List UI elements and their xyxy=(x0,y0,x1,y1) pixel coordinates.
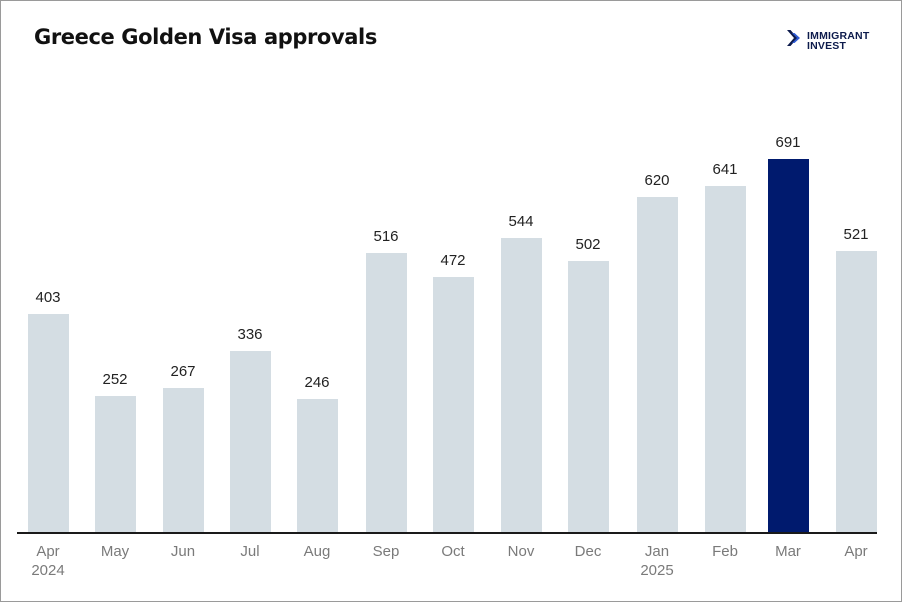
tick-year: 2024 xyxy=(31,562,65,579)
logo-text-line1: IMMIGRANT xyxy=(807,29,870,42)
x-tick-label: Sep xyxy=(351,542,421,561)
data-label: 516 xyxy=(373,228,399,245)
bar xyxy=(95,396,136,532)
chart-title: Greece Golden Visa approvals xyxy=(34,25,377,49)
logo-text-line2: INVEST xyxy=(807,39,847,52)
bar xyxy=(163,388,204,532)
bar xyxy=(768,159,809,532)
data-label: 472 xyxy=(440,252,466,269)
x-tick-label: May xyxy=(80,542,150,561)
tick-month: Sep xyxy=(372,543,400,560)
data-label: 521 xyxy=(843,226,869,243)
bar xyxy=(297,399,338,532)
data-label: 267 xyxy=(170,363,196,380)
tick-month: Jul xyxy=(240,543,260,560)
tick-month: Apr xyxy=(844,543,868,560)
double-chevron-right-icon xyxy=(786,29,802,52)
x-tick-label: Feb xyxy=(690,542,760,561)
bar xyxy=(836,251,877,532)
bar xyxy=(28,314,69,532)
bar xyxy=(433,277,474,532)
x-tick-label: Apr 2024 xyxy=(13,542,83,580)
tick-month: Aug xyxy=(303,543,331,560)
x-tick-label: Nov xyxy=(486,542,556,561)
x-tick-label: Jun xyxy=(148,542,218,561)
data-label: 620 xyxy=(644,172,670,189)
x-tick-label: Apr xyxy=(821,542,891,561)
bar xyxy=(501,238,542,532)
data-label: 336 xyxy=(237,326,263,343)
bar xyxy=(568,261,609,532)
tick-month: Oct xyxy=(441,543,465,560)
data-label: 246 xyxy=(304,374,330,391)
tick-month: Feb xyxy=(712,543,738,560)
x-tick-label: Oct xyxy=(418,542,488,561)
x-tick-label: Mar xyxy=(753,542,823,561)
tick-month: Apr xyxy=(36,543,60,560)
data-label: 403 xyxy=(35,289,61,306)
x-tick-label: Jul xyxy=(215,542,285,561)
tick-month: Jan xyxy=(644,543,670,560)
bar xyxy=(705,186,746,532)
x-tick-label: Dec xyxy=(553,542,623,561)
tick-month: Mar xyxy=(775,543,801,560)
data-label: 641 xyxy=(712,161,738,178)
bar xyxy=(637,197,678,532)
tick-month: Nov xyxy=(507,543,535,560)
data-label: 252 xyxy=(102,371,128,388)
bar xyxy=(230,351,271,532)
data-label: 544 xyxy=(508,213,534,230)
tick-month: May xyxy=(100,543,130,560)
brand-logo: IMMIGRANT INVEST xyxy=(786,29,869,52)
tick-year: 2025 xyxy=(640,562,674,579)
tick-month: Jun xyxy=(170,543,196,560)
tick-month: Dec xyxy=(574,543,602,560)
x-axis-line xyxy=(17,532,877,534)
data-label: 691 xyxy=(775,134,801,151)
x-tick-label: Jan 2025 xyxy=(622,542,692,580)
bar xyxy=(366,253,407,532)
data-label: 502 xyxy=(575,236,601,253)
x-tick-label: Aug xyxy=(282,542,352,561)
